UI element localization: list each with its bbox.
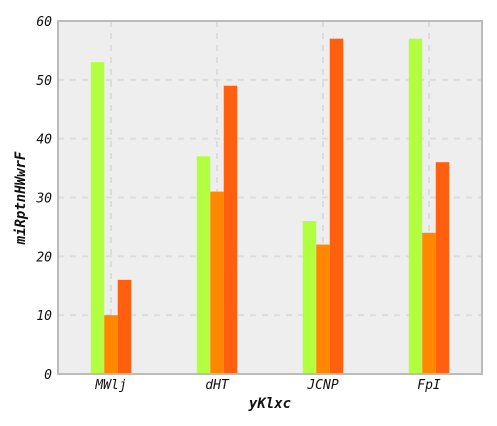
y-tick-label: 0 [44,368,52,383]
y-tick-label: 20 [36,250,52,265]
bar [329,38,344,375]
x-tick-label: MWlj [94,378,126,393]
y-tick-label: 30 [35,192,52,207]
y-axis-ticks: 0 10 20 30 40 50 60 [35,15,52,383]
x-tick-label: FpI [417,378,441,393]
x-tick-label: dHT [205,378,230,393]
y-tick-label: 50 [36,74,52,89]
bar [316,244,330,374]
y-tick-label: 10 [36,309,52,324]
bar [223,85,238,374]
bar [196,156,211,374]
bar [435,162,450,374]
bar [117,279,132,374]
bar [90,62,105,374]
bar [302,221,317,374]
x-axis-ticks: MWlj dHT JCNP FpI [94,378,441,393]
bar [422,232,436,374]
bar [210,191,224,374]
x-axis-title: yKlxc [248,396,291,412]
y-tick-label: 40 [36,133,52,148]
y-axis-title: miRptnHWwrF [13,151,29,245]
x-tick-label: JCNP [306,378,338,393]
y-tick-label: 60 [36,15,52,30]
plot-frame [57,20,483,375]
bar [104,315,118,374]
bar [408,38,423,375]
bars [90,38,450,375]
